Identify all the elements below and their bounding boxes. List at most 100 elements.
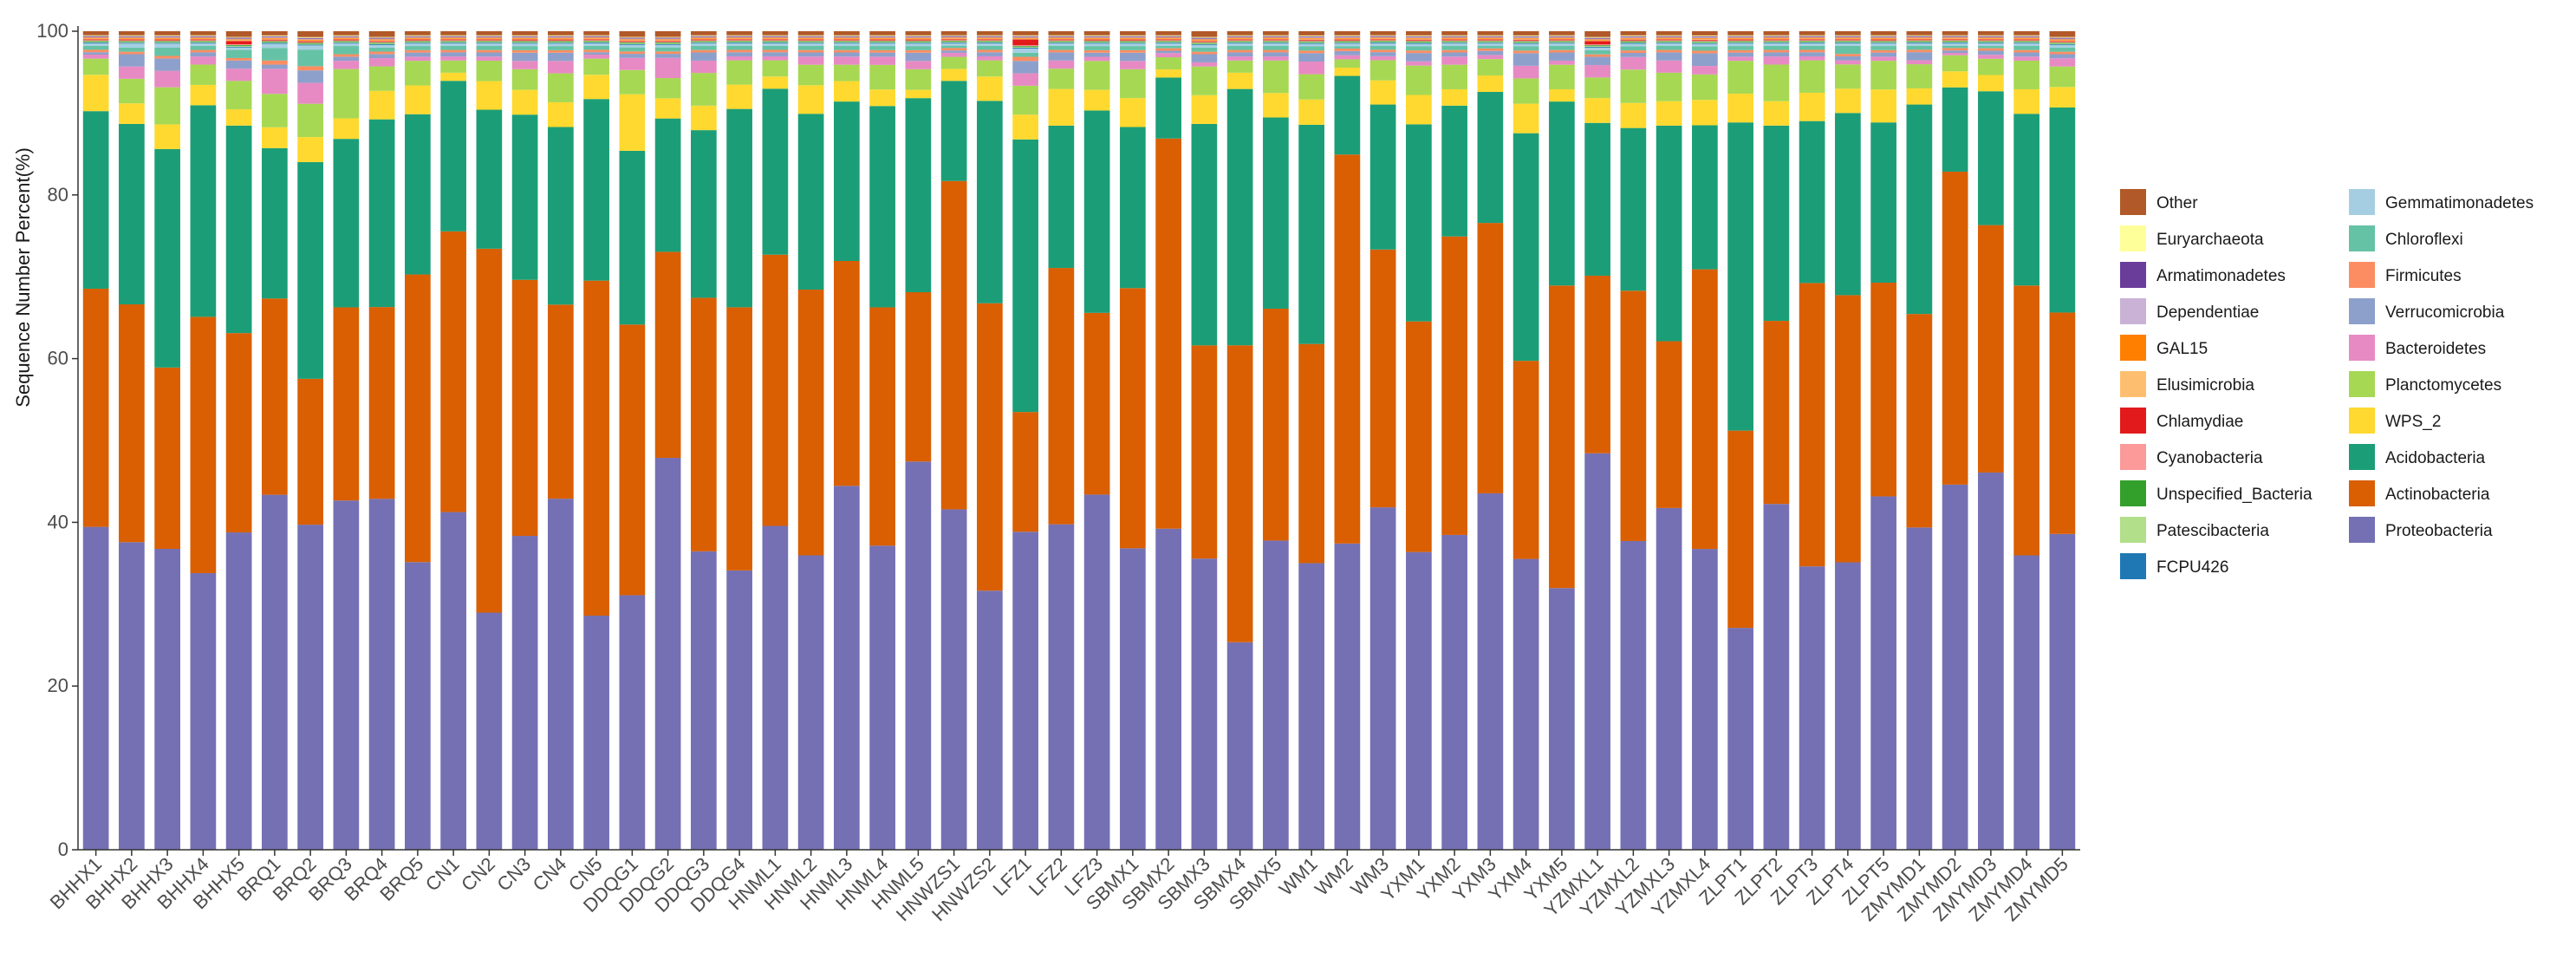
bar-segment-dependentiae-bhhx4 [190,36,217,38]
bar-segment-cyanobacteria-hnml1 [762,40,789,42]
bar-segment-chloroflexi-brq4 [368,47,395,52]
bar-segment-actinobacteria-bhhx3 [154,367,180,550]
bar-segment-gal15-yxm4 [1512,37,1539,39]
legend-label-euryarchaeota: Euryarchaeota [2156,231,2264,249]
bar-segment-verrucomicrobia-hnml2 [797,52,824,57]
bar-segment-bacteroidetes-sbmx3 [1191,62,1218,67]
bar-segment-armatimonadetes-cn3 [511,36,538,37]
bar-segment-dependentiae-zlpt3 [1799,36,1825,38]
bar-segment-other-hnwzs2 [977,31,1003,36]
bar-segment-gemmatimonadetes-cn3 [511,43,538,47]
bar-segment-gal15-bhhx1 [82,37,109,39]
bar-segment-chlamydiae-yzmxl4 [1692,39,1718,41]
bar-segment-dependentiae-sbmx1 [1120,36,1146,38]
bar-segment-cyanobacteria-bhhx2 [119,40,145,42]
bar-segment-cyanobacteria-zlpt2 [1763,40,1790,42]
bar-segment-actinobacteria-zlpt2 [1763,321,1790,505]
bar-segment-dependentiae-hnml3 [834,36,860,38]
bar-segment-gal15-brq1 [262,37,288,39]
bar-segment-acidobacteria-hnml1 [762,88,789,255]
bar-segment-other-cn3 [511,31,538,36]
bar-segment-unspecified-bacteria-sbmx5 [1263,41,1289,42]
bar-segment-chloroflexi-zlpt4 [1835,45,1861,55]
bar-segment-actinobacteria-yxm2 [1441,236,1467,535]
bar-segment-acidobacteria-hnwzs2 [977,101,1003,303]
bar-segment-chlamydiae-hnml5 [905,39,932,41]
bar-segment-other-yzmxl2 [1620,31,1647,36]
bar-segment-other-brq1 [262,31,288,36]
bar-segment-wps-2-brq3 [333,118,360,140]
bar-segment-gal15-zmymd5 [2049,39,2076,41]
bar-segment-other-yxm5 [1549,31,1575,36]
legend-label-actinobacteria: Actinobacteria [2385,486,2490,504]
bar-segment-dependentiae-cn3 [511,36,538,38]
legend-swatch-proteobacteria [2349,517,2375,543]
bar-segment-unspecified-bacteria-lfz3 [1083,41,1110,42]
bar-segment-other-cn1 [440,31,466,36]
bar-segment-gemmatimonadetes-ddqg4 [726,43,752,46]
bar-segment-fcpu426-hnml3 [834,42,860,44]
bar-segment-proteobacteria-ddqg2 [654,458,681,850]
bar-segment-planctomycetes-ddqg1 [619,69,646,95]
bar-segment-bacteroidetes-yzmxl3 [1656,60,1682,73]
bar-segment-acidobacteria-sbmx1 [1120,127,1146,289]
bar-segment-other-sbmx3 [1191,31,1218,37]
bar-segment-gal15-zmymd3 [1978,37,2004,39]
bar-segment-gal15-zlpt4 [1835,37,1861,39]
bar-segment-bacteroidetes-brq2 [297,82,323,104]
bar-segment-acidobacteria-yxm2 [1441,105,1467,237]
bar-segment-chlamydiae-cn5 [583,39,609,41]
bar-segment-cyanobacteria-zlpt1 [1727,40,1753,42]
bar-segment-proteobacteria-sbmx5 [1263,540,1289,850]
bar-segment-bacteroidetes-yxm1 [1406,61,1432,66]
bar-segment-dependentiae-zmymd3 [1978,36,2004,38]
bar-segment-dependentiae-sbmx3 [1191,38,1218,40]
bar-segment-actinobacteria-sbmx1 [1120,288,1146,549]
bar-segment-verrucomicrobia-cn3 [511,52,538,62]
bar-segment-unspecified-bacteria-zmymd1 [1906,41,1933,42]
bar-segment-elusimicrobia-yzmxl2 [1620,38,1647,40]
bar-segment-chloroflexi-zlpt1 [1727,46,1753,50]
bar-segment-chloroflexi-sbmx1 [1120,46,1146,50]
bar-segment-gemmatimonadetes-yzmxl2 [1620,43,1647,47]
bar-segment-patescibacteria-sbmx3 [1191,43,1218,45]
bar-segment-wps-2-lfz2 [1048,88,1075,126]
bar-segment-proteobacteria-yzmxl1 [1584,453,1610,850]
bar-segment-fcpu426-sbmx4 [1226,42,1253,44]
bar-segment-dependentiae-cn4 [548,36,574,38]
bar-segment-planctomycetes-cn2 [476,60,503,82]
bar-segment-gemmatimonadetes-cn1 [440,43,466,46]
bar-segment-armatimonadetes-brq5 [405,36,431,37]
bar-segment-other-yxm4 [1512,31,1539,36]
bar-segment-chloroflexi-yxm1 [1406,46,1432,51]
bar-segment-cyanobacteria-brq5 [405,40,431,42]
bar-segment-fcpu426-lfz1 [1012,48,1038,49]
bar-segment-unspecified-bacteria-zlpt4 [1835,41,1861,42]
bar-segment-wps-2-bhhx4 [190,84,217,106]
bar-segment-proteobacteria-sbmx3 [1191,558,1218,850]
bar-segment-armatimonadetes-brq1 [262,36,288,37]
bar-segment-armatimonadetes-zlpt4 [1835,36,1861,37]
bar-segment-gal15-yzmxl4 [1692,37,1718,39]
bar-segment-acidobacteria-ddqg1 [619,150,646,325]
bar-segment-elusimicrobia-bhhx1 [82,38,109,40]
bar-segment-other-sbmx4 [1226,31,1253,36]
bar-segment-actinobacteria-yzmxl2 [1620,290,1647,541]
legend-swatch-fcpu426 [2120,553,2146,579]
bar-segment-wps-2-sbmx4 [1226,72,1253,89]
bar-segment-actinobacteria-zmymd5 [2049,312,2076,534]
bar-segment-gemmatimonadetes-zlpt4 [1835,43,1861,46]
bar-segment-firmicutes-zmymd1 [1906,49,1933,53]
bar-segment-chlamydiae-hnml4 [869,39,895,41]
legend-label-elusimicrobia: Elusimicrobia [2156,376,2254,395]
bar-segment-wps-2-zlpt3 [1799,92,1825,121]
bar-segment-fcpu426-zlpt3 [1799,42,1825,43]
bar-segment-planctomycetes-yxm5 [1549,64,1575,89]
bar-segment-proteobacteria-zlpt4 [1835,562,1861,850]
legend-swatch-euryarchaeota [2120,225,2146,251]
bar-segment-other-hnml4 [869,31,895,36]
bar-segment-proteobacteria-ddqg1 [619,595,646,850]
bar-segment-elusimicrobia-wm3 [1369,38,1396,40]
bar-segment-gemmatimonadetes-bhhx5 [225,47,252,50]
bar-segment-fcpu426-zlpt4 [1835,42,1861,43]
